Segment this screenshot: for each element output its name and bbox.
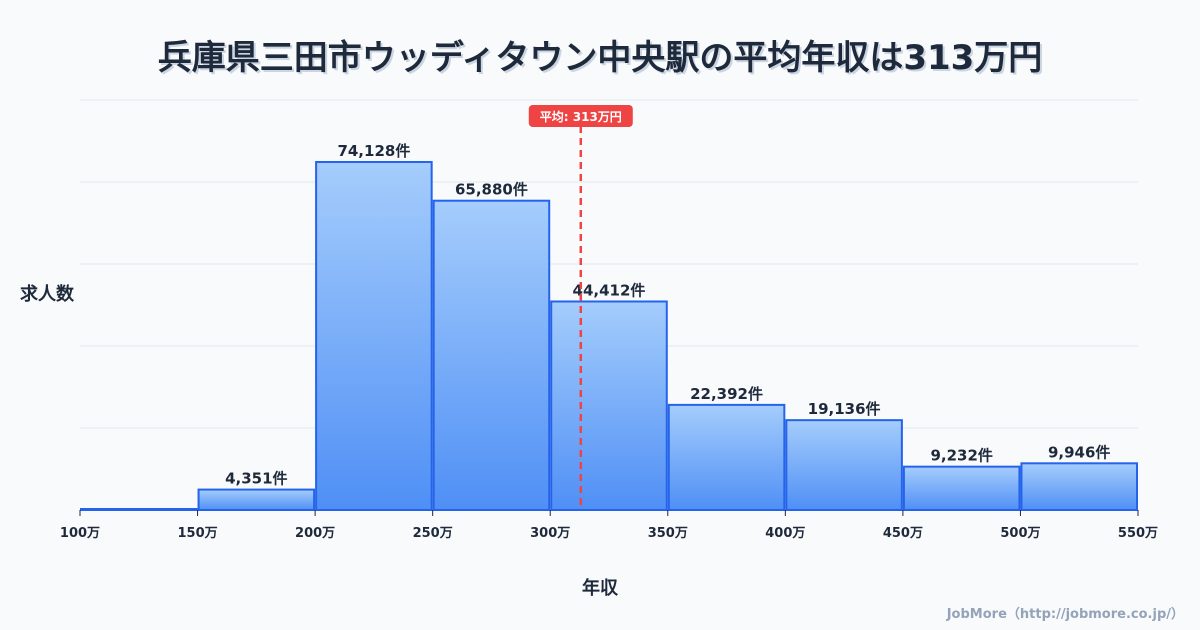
data-label: 44,412件 (573, 281, 646, 299)
x-tick-label: 250万 (413, 526, 453, 541)
bar (902, 465, 1021, 512)
bar (80, 508, 198, 511)
bar (785, 419, 903, 512)
bar (315, 160, 433, 511)
data-label: 74,128件 (337, 142, 410, 160)
y-axis-label: 求人数 (20, 284, 74, 305)
chart-title: 兵庫県三田市ウッディタウン中央駅の平均年収は313万円 (157, 38, 1043, 78)
bar (1020, 462, 1139, 512)
data-label: 19,136件 (808, 400, 881, 418)
x-axis-label: 年収 (582, 578, 618, 599)
bar (432, 199, 551, 511)
data-label: 65,880件 (455, 181, 528, 199)
x-tick-label: 400万 (765, 526, 805, 541)
x-tick-label: 350万 (648, 526, 688, 541)
data-label: 9,232件 (930, 447, 992, 465)
data-label: 4,351件 (225, 470, 287, 488)
x-tick-label: 150万 (177, 526, 217, 541)
bar (550, 300, 668, 511)
x-tick-label: 500万 (1000, 526, 1040, 541)
x-tick-label: 200万 (295, 526, 335, 541)
x-tick-label: 300万 (530, 526, 570, 541)
x-tick-label: 100万 (60, 526, 100, 541)
data-label: 22,392件 (690, 385, 763, 403)
data-label: 9,946件 (1048, 443, 1110, 461)
x-tick-label: 450万 (883, 526, 923, 541)
bar (667, 403, 786, 511)
bar (197, 488, 316, 512)
mean-badge (528, 105, 633, 127)
x-tick-label: 550万 (1118, 526, 1158, 541)
mean-label: 平均: 313万円 (540, 109, 622, 124)
credit: JobMore（http://jobmore.co.jp/） (946, 607, 1184, 622)
